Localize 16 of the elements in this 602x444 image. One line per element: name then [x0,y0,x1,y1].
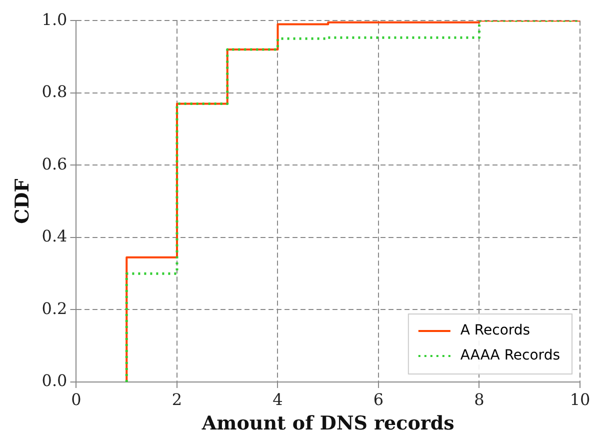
x-tick-label: 2 [172,390,182,409]
y-tick-label: 0.0 [42,371,68,390]
y-tick-label: 1.0 [42,10,68,29]
x-tick-label: 4 [272,390,283,409]
y-axis-title: CDF [11,178,34,224]
y-tick-label: 0.6 [42,154,68,174]
y-tick-label: 0.4 [42,226,68,246]
x-tick-label: 8 [474,390,484,409]
x-tick-label: 0 [71,390,82,409]
legend-label: A Records [460,322,530,339]
y-tick-label: 0.2 [42,298,68,318]
x-tick-label: 10 [570,390,590,409]
x-axis-title: Amount of DNS records [200,412,454,435]
y-tick-label: 0.8 [42,82,68,102]
x-tick-label: 6 [373,390,384,409]
legend-label: AAAA Records [460,348,560,364]
